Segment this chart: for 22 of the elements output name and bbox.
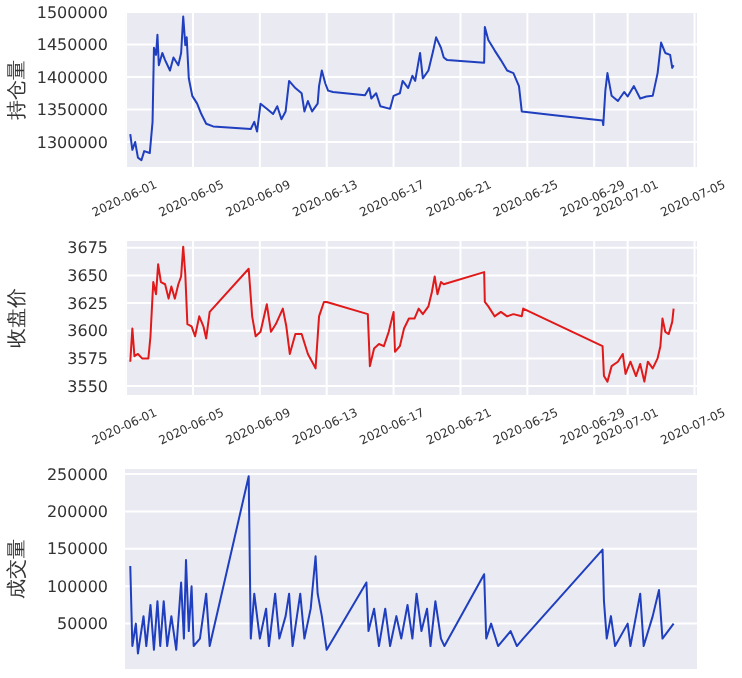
y-tick-label: 3575 bbox=[67, 350, 108, 369]
y-tick-label: 1500000 bbox=[36, 3, 108, 22]
line-series bbox=[129, 245, 675, 383]
line-series bbox=[129, 15, 675, 162]
y-tick-label: 3650 bbox=[67, 267, 108, 286]
y-tick-label: 3550 bbox=[67, 377, 108, 396]
y-tick-label: 1350000 bbox=[36, 101, 108, 120]
y-tick-label: 50000 bbox=[57, 615, 108, 634]
y-tick-label: 150000 bbox=[46, 540, 108, 559]
y-tick-label: 1300000 bbox=[36, 133, 108, 152]
y-tick-label: 100000 bbox=[46, 577, 108, 596]
y-tick-label: 200000 bbox=[46, 503, 108, 522]
line-series bbox=[129, 475, 675, 655]
y-tick-label: 3675 bbox=[67, 239, 108, 258]
y-axis-title: 持仓量 bbox=[5, 60, 30, 120]
y-axis-title: 收盘价 bbox=[5, 288, 30, 348]
y-tick-label: 3600 bbox=[67, 322, 108, 341]
y-tick-label: 250000 bbox=[46, 465, 108, 484]
y-tick-label: 3625 bbox=[67, 294, 108, 313]
y-tick-label: 1400000 bbox=[36, 68, 108, 87]
y-axis-title: 成交量 bbox=[5, 539, 30, 599]
y-tick-label: 1450000 bbox=[36, 36, 108, 55]
